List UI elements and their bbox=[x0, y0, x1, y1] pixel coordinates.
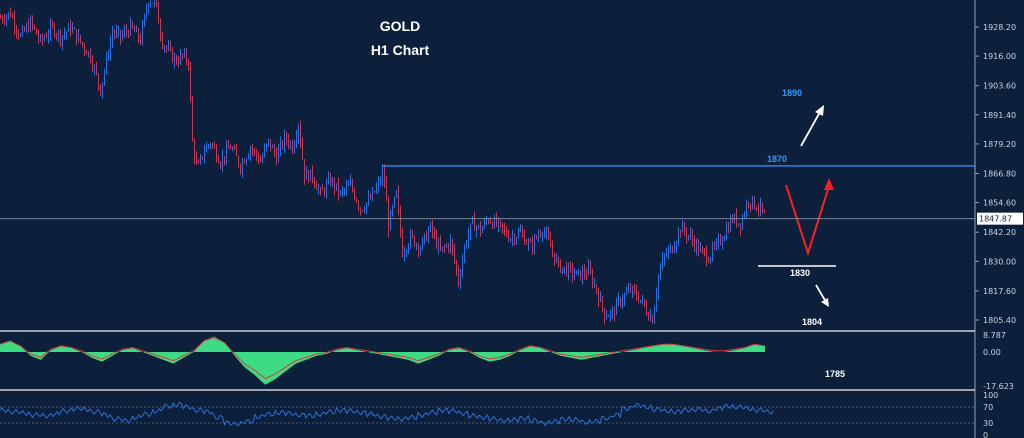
arrowhead-1804 bbox=[821, 298, 829, 307]
arrowhead-1890 bbox=[815, 105, 824, 116]
price-tick-label: 1891.40 bbox=[983, 111, 1016, 120]
price-tick-label: 1854.60 bbox=[983, 199, 1016, 208]
arrow-to-1890 bbox=[800, 111, 821, 147]
level-label-1830: 1830 bbox=[790, 268, 811, 278]
rsi-tick-label: 30 bbox=[983, 419, 993, 428]
price-tick-label: 1866.80 bbox=[983, 170, 1016, 179]
current-price-label: 1847.87 bbox=[979, 215, 1012, 224]
rsi-tick-label: 70 bbox=[983, 403, 993, 412]
price-tick-label: 1805.40 bbox=[983, 316, 1016, 325]
level-label-1870: 1870 bbox=[767, 154, 788, 164]
level-label-1785: 1785 bbox=[825, 369, 846, 379]
macd-indicator bbox=[0, 336, 766, 385]
price-tick-label: 1817.60 bbox=[983, 287, 1016, 296]
price-tick-label: 1916.00 bbox=[983, 52, 1016, 61]
price-tick-label: 1842.20 bbox=[983, 228, 1016, 237]
macd-signal-line bbox=[0, 337, 766, 380]
projection-arrowhead-up bbox=[824, 178, 834, 190]
macd-tick-label: -17.623 bbox=[983, 382, 1014, 391]
rsi-tick-label: 0 bbox=[983, 431, 988, 438]
level-label-1890: 1890 bbox=[782, 88, 803, 98]
macd-tick-label: 8.787 bbox=[983, 331, 1006, 340]
price-tick-label: 1879.20 bbox=[983, 140, 1016, 149]
projection-v-path bbox=[785, 184, 830, 257]
macd-histogram bbox=[0, 336, 765, 385]
rsi-line bbox=[0, 401, 774, 427]
chart-subtitle: H1 Chart bbox=[370, 42, 430, 58]
current-price-box bbox=[977, 212, 1023, 225]
rsi-indicator bbox=[0, 401, 975, 427]
price-tick-label: 1928.20 bbox=[983, 23, 1016, 32]
arrow-to-1804 bbox=[815, 284, 827, 303]
projection-arrows bbox=[785, 105, 834, 307]
rsi-tick-label: 100 bbox=[983, 391, 998, 400]
level-lines bbox=[382, 165, 975, 267]
price-tick-label: 1903.60 bbox=[983, 82, 1016, 91]
macd-tick-label: 0.00 bbox=[983, 348, 1001, 357]
chart-title: GOLD bbox=[379, 18, 421, 34]
price-series bbox=[0, 0, 765, 325]
price-tick-label: 1830.00 bbox=[983, 257, 1016, 266]
level-label-1804: 1804 bbox=[802, 317, 823, 327]
